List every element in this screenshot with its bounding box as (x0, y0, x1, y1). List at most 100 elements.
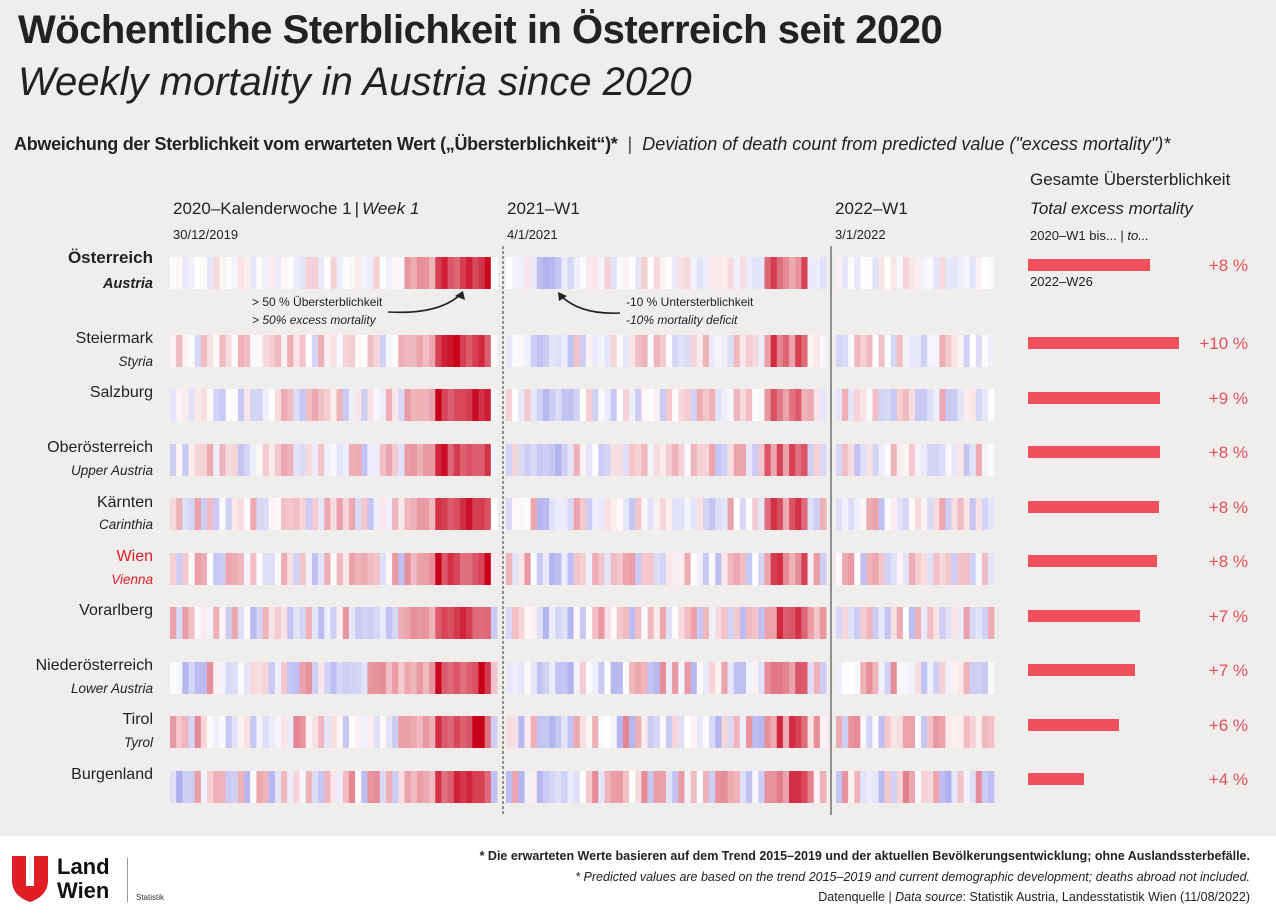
heatmap-cell (709, 257, 716, 289)
data-source: Datenquelle | Data source: Statistik Aus… (818, 890, 1250, 904)
heatmap-cell (641, 716, 648, 748)
heatmap-cell (524, 607, 532, 639)
heatmap-cell (244, 444, 251, 476)
heatmap-cell (908, 716, 916, 748)
heatmap-cell (225, 553, 233, 585)
heatmap-cell (647, 335, 655, 367)
heatmap-cell (666, 771, 673, 803)
heatmap-cell (770, 444, 778, 476)
heatmap-cell (268, 607, 276, 639)
total-bar (1028, 446, 1160, 458)
heatmap-cell (176, 553, 183, 585)
heatmap-cell (622, 444, 630, 476)
annotation-arrow-low (559, 294, 621, 314)
heatmap-cell (299, 444, 307, 476)
heatmap-cell (782, 257, 790, 289)
heatmap-cell (484, 553, 492, 585)
heatmap-cell (598, 716, 605, 748)
region-label: Burgenland (71, 766, 153, 783)
heatmap-cell (776, 389, 784, 421)
heatmap-cell (441, 553, 449, 585)
heatmap-cell (807, 498, 815, 530)
heatmap-cell (727, 498, 735, 530)
heatmap-cell (854, 662, 861, 694)
heatmap-cell (733, 607, 741, 639)
heatmap-cell (524, 498, 532, 530)
heatmap-cell (355, 716, 362, 748)
heatmap-cell (659, 716, 667, 748)
heatmap-cell (622, 771, 630, 803)
heatmap-cell (752, 607, 759, 639)
heatmap-cell (752, 444, 759, 476)
heatmap-cell (975, 498, 983, 530)
heatmap-cell (629, 498, 636, 530)
heatmap-cell (237, 662, 245, 694)
heatmap-cell (410, 257, 418, 289)
heatmap-cell (207, 389, 214, 421)
heatmap-cell (311, 498, 319, 530)
heatmap-cell (305, 335, 313, 367)
heatmap-cell (921, 389, 928, 421)
heatmap-cell (872, 607, 879, 639)
heatmap-cell (416, 771, 424, 803)
heatmap-cell (416, 257, 424, 289)
heatmap-cell (478, 389, 486, 421)
heatmap-cell (987, 335, 995, 367)
heatmap-cell (429, 716, 436, 748)
heatmap-cell (963, 662, 971, 694)
heatmap-cell (219, 662, 226, 694)
heatmap-cell (957, 662, 965, 694)
heatmap-cell (536, 716, 544, 748)
heatmap-cell (429, 607, 436, 639)
heatmap-cell (472, 257, 479, 289)
heatmap-cell (739, 444, 747, 476)
heatmap-cell (981, 771, 989, 803)
footnote-en: * Predicted values are based on the tren… (575, 870, 1250, 884)
heatmap-cell (690, 553, 698, 585)
heatmap-cell (213, 553, 220, 585)
heatmap-cell (842, 444, 849, 476)
heatmap-cell (506, 498, 513, 530)
heatmap-cell (422, 716, 430, 748)
heatmap-cell (592, 444, 599, 476)
heatmap-cell (848, 553, 855, 585)
heatmap-cell (945, 607, 952, 639)
heatmap-cell (200, 662, 208, 694)
heatmap-cell (453, 444, 461, 476)
heatmap-cell (478, 716, 486, 748)
heatmap-cell (244, 553, 251, 585)
heatmap-cell (213, 498, 220, 530)
heatmap-cell (518, 389, 525, 421)
heatmap-cell (653, 498, 661, 530)
heatmap-cell (542, 553, 550, 585)
heatmap-cell (453, 498, 461, 530)
heatmap-cell (933, 389, 940, 421)
col-2021-header: 2021–W1 (507, 199, 580, 218)
heatmap-cell (684, 607, 692, 639)
heatmap-cell (373, 662, 381, 694)
heatmap-cell (746, 335, 753, 367)
heatmap-cell (472, 444, 479, 476)
heatmap-cell (890, 607, 898, 639)
region-label: Niederösterreich (35, 657, 153, 674)
heatmap-cell (490, 662, 498, 694)
heatmap-cell (579, 444, 587, 476)
heatmap-cell (342, 553, 350, 585)
total-pct-label: +6 % (1208, 716, 1248, 735)
heatmap-cell (512, 662, 519, 694)
heatmap-cell (305, 257, 313, 289)
heatmap-cell (404, 607, 412, 639)
heatmap-cell (262, 662, 270, 694)
heatmap-cell (927, 716, 934, 748)
heatmap-cell (293, 498, 300, 530)
heatmap-cell (274, 607, 282, 639)
heatmap-cell (207, 498, 214, 530)
heatmap-cell (739, 662, 747, 694)
heatmap-cell (592, 716, 599, 748)
heatmap-cell (188, 335, 196, 367)
heatmap-cell (672, 257, 679, 289)
heatmap-cell (641, 444, 648, 476)
heatmap-cell (311, 257, 319, 289)
heatmap-cell (311, 607, 319, 639)
heatmap-cell (466, 662, 473, 694)
